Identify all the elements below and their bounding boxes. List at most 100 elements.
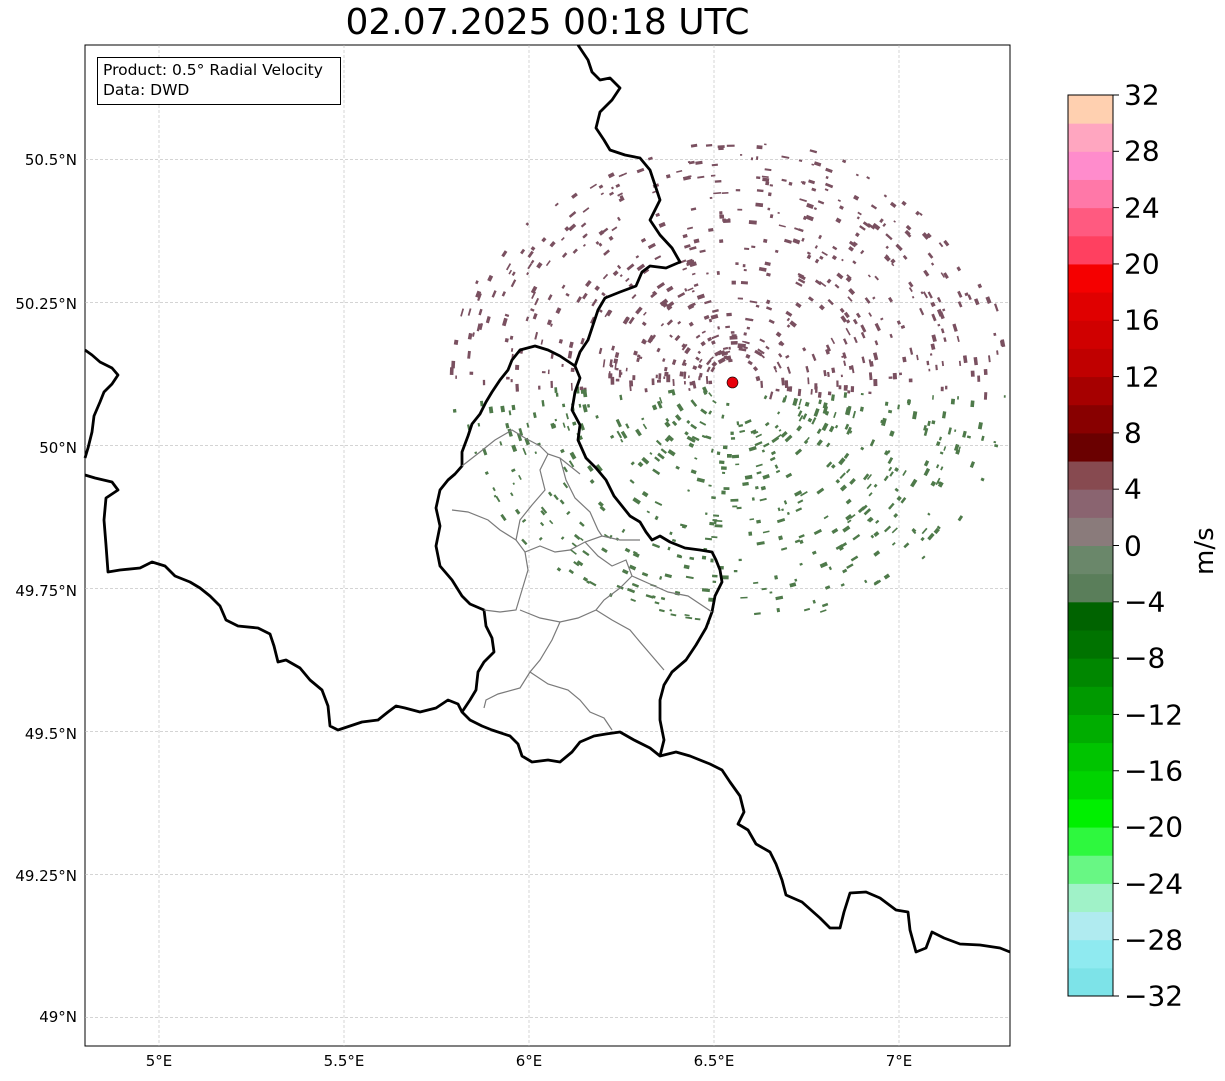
echo-pixel [977, 283, 983, 289]
echo-pixel [852, 260, 857, 265]
echo-pixel [756, 471, 762, 475]
echo-pixel [568, 341, 574, 349]
echo-pixel [516, 433, 523, 442]
colorbar [1068, 94, 1119, 997]
echo-pixel [945, 385, 948, 390]
echo-pixel [764, 421, 770, 427]
echo-pixel [707, 336, 713, 342]
echo-pixel [709, 521, 715, 526]
echo-pixel [530, 259, 535, 264]
echo-pixel [765, 299, 771, 305]
echo-pixel [798, 228, 804, 233]
echo-pixel [729, 335, 738, 340]
echo-pixel [708, 228, 714, 232]
colorbar-segment [1068, 292, 1113, 321]
echo-pixel [943, 337, 947, 343]
echo-pixel [723, 487, 730, 490]
echo-pixel [567, 350, 573, 359]
echo-pixel [755, 463, 763, 468]
echo-pixel [521, 538, 528, 546]
echo-pixel [850, 386, 855, 393]
echo-pixel [954, 429, 957, 433]
echo-pixel [683, 381, 686, 385]
echo-pixel [693, 238, 700, 244]
echo-pixel [845, 513, 853, 521]
echo-pixel [679, 555, 683, 559]
echo-pixel [843, 360, 847, 366]
echo-pixel [947, 427, 952, 435]
echo-pixel [674, 414, 682, 422]
echo-pixel [758, 266, 767, 272]
echo-pixel [525, 222, 530, 226]
echo-pixel [508, 269, 513, 275]
echo-pixel [641, 572, 649, 577]
echo-pixel [857, 506, 866, 514]
echo-pixel [530, 308, 535, 312]
echo-pixel [510, 379, 513, 383]
echo-pixel [887, 457, 894, 465]
echo-pixel [726, 144, 735, 147]
echo-pixel [926, 360, 930, 366]
echo-pixel [687, 303, 695, 310]
echo-pixel [504, 313, 510, 318]
echo-pixel [838, 205, 844, 210]
echo-pixel [669, 334, 673, 338]
echo-pixel [811, 550, 817, 555]
echo-pixel [554, 202, 559, 207]
echo-pixel [721, 575, 729, 580]
echo-pixel [784, 434, 793, 443]
echo-pixel [573, 561, 580, 567]
echo-pixel [714, 180, 722, 183]
echo-pixel [469, 371, 474, 375]
echo-pixel [524, 437, 531, 446]
echo-pixel [705, 512, 708, 516]
echo-pixel [757, 348, 765, 355]
echo-pixel [750, 157, 754, 161]
echo-pixel [888, 502, 895, 510]
echo-pixel [549, 519, 554, 525]
echo-pixel [594, 285, 600, 292]
echo-pixel [674, 334, 681, 342]
echo-pixel [449, 367, 454, 376]
echo-pixel [554, 387, 558, 394]
echo-pixel [527, 250, 534, 258]
echo-pixel [580, 337, 585, 345]
lat-tick-label: 49.5°N [24, 725, 77, 743]
echo-pixel [774, 464, 779, 469]
echo-pixel [880, 317, 884, 321]
colorbar-segment [1068, 911, 1113, 941]
echo-pixel [694, 457, 698, 460]
echo-pixel [835, 217, 842, 224]
echo-pixel [770, 450, 777, 456]
echo-pixel [888, 296, 894, 303]
colorbar-segment [1068, 348, 1113, 378]
lat-tick-label: 49°N [39, 1008, 77, 1026]
echo-pixel [931, 313, 937, 322]
echo-pixel [708, 380, 713, 385]
echo-pixel [927, 291, 933, 299]
echo-pixel [562, 482, 569, 489]
echo-pixel [839, 307, 845, 314]
echo-pixel [475, 290, 482, 299]
radar-echoes [449, 143, 1006, 625]
echo-pixel [761, 449, 765, 453]
colorbar-tick: 8 [1124, 416, 1142, 450]
echo-pixel [631, 582, 640, 588]
echo-pixel [660, 322, 665, 327]
colorbar-segment [1068, 263, 1113, 293]
echo-pixel [980, 477, 985, 482]
echo-pixel [937, 323, 941, 327]
echo-pixel [751, 497, 755, 501]
echo-pixel [712, 580, 717, 584]
echo-pixel [940, 328, 945, 334]
echo-pixel [576, 296, 582, 303]
echo-pixel [676, 170, 683, 173]
echo-pixel [805, 214, 814, 222]
echo-pixel [883, 194, 888, 198]
echo-pixel [826, 278, 832, 284]
echo-pixel [818, 234, 823, 240]
echo-pixel [874, 275, 880, 281]
echo-pixel [484, 471, 489, 475]
echo-pixel [866, 473, 872, 480]
colorbar-tick: −28 [1124, 923, 1184, 957]
